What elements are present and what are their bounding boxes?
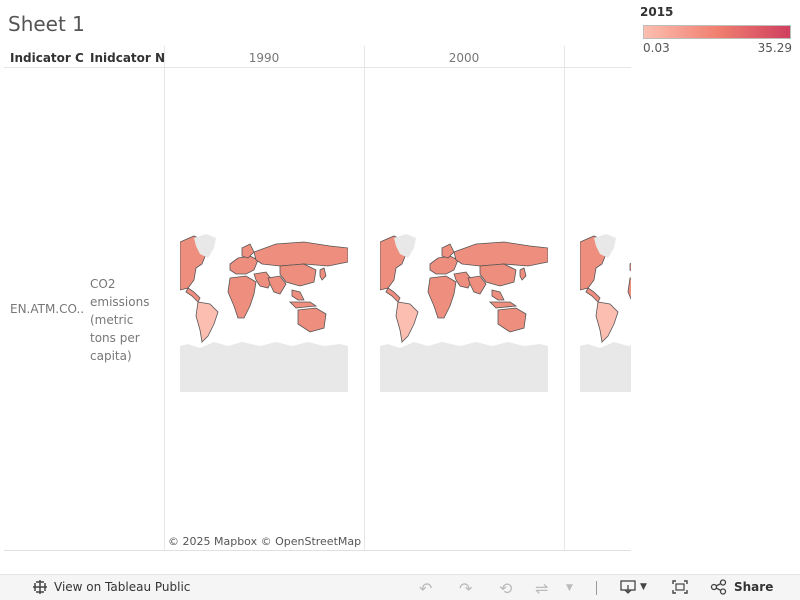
column-divider (164, 46, 165, 551)
map-region-russia[interactable] (453, 241, 548, 267)
map-region-russia[interactable] (253, 241, 348, 267)
map-region-south-america[interactable] (595, 301, 619, 343)
map-region-middle-east[interactable] (253, 271, 273, 289)
map-region-central-america[interactable] (585, 287, 601, 303)
world-map-1990[interactable] (180, 234, 348, 392)
header-divider (4, 67, 631, 68)
crosstab-grid: Indicator C.. Inidcator N.. 1990 2000 EN… (4, 46, 631, 551)
map-region-se-asia[interactable] (491, 289, 505, 301)
world-map-2000[interactable] (380, 234, 548, 392)
tableau-logo-icon (32, 579, 48, 595)
footer-divider (4, 550, 631, 551)
column-divider (564, 46, 565, 551)
legend-gradient-bar (643, 25, 791, 39)
map-region-africa[interactable] (627, 276, 631, 318)
revert-icon[interactable]: ⟲ (499, 579, 513, 598)
map-region-europe[interactable] (629, 256, 631, 274)
legend-range: 0.03 35.29 (640, 41, 792, 55)
map-region-china[interactable] (479, 263, 517, 287)
map-region-europe[interactable] (429, 255, 459, 275)
map-region-antarctica (580, 342, 631, 392)
refresh-icon[interactable]: ⇌ (535, 579, 549, 598)
color-legend: 2015 0.03 35.29 (640, 5, 792, 55)
map-region-antarctica (180, 342, 348, 392)
share-button[interactable]: Share (710, 579, 773, 595)
legend-min-label: 0.03 (643, 41, 670, 55)
view-on-tableau-label: View on Tableau Public (54, 580, 191, 594)
map-region-africa[interactable] (227, 275, 257, 319)
row-indicator-code[interactable]: EN.ATM.CO.. (10, 302, 85, 316)
year-header-2000[interactable]: 2000 (448, 51, 480, 65)
map-attribution[interactable]: © 2025 Mapbox © OpenStreetMap (168, 535, 362, 548)
map-region-greenland (394, 234, 416, 258)
map-region-scandinavia[interactable] (441, 243, 455, 259)
download-button[interactable]: ▼ (620, 579, 647, 595)
map-region-europe[interactable] (229, 255, 259, 275)
map-region-central-america[interactable] (185, 287, 201, 303)
share-icon (710, 579, 727, 595)
refresh-dropdown-icon[interactable]: ▼ (566, 583, 573, 593)
map-region-greenland (594, 234, 616, 258)
map-region-central-america[interactable] (385, 287, 401, 303)
legend-max-label: 35.29 (757, 41, 792, 55)
map-region-se-asia[interactable] (291, 289, 305, 301)
map-region-south-asia[interactable] (467, 275, 487, 295)
map-region-greenland (194, 234, 216, 258)
tableau-toolbar: View on Tableau Public ↶ ↷ ⟲ ⇌ ▼ ▼ Share (0, 574, 800, 600)
map-region-south-america[interactable] (395, 301, 419, 343)
column-header-indicator-name[interactable]: Inidcator N.. (90, 51, 164, 65)
view-on-tableau-public-button[interactable]: View on Tableau Public (32, 579, 190, 595)
map-region-indonesia[interactable] (289, 301, 318, 309)
map-region-japan[interactable] (519, 267, 527, 281)
map-region-japan[interactable] (319, 267, 327, 281)
map-region-scandinavia[interactable] (241, 243, 255, 259)
year-header-1990[interactable]: 1990 (248, 51, 280, 65)
map-region-china[interactable] (279, 263, 317, 287)
download-dropdown-icon: ▼ (640, 582, 647, 592)
share-label: Share (734, 580, 774, 594)
map-region-middle-east[interactable] (453, 271, 473, 289)
download-icon (620, 580, 636, 594)
world-map-partial[interactable] (580, 234, 631, 392)
map-region-south-america[interactable] (195, 301, 219, 343)
legend-title: 2015 (640, 5, 674, 19)
row-indicator-name[interactable]: CO2 emissions (metric tons per capita) (90, 277, 150, 363)
toolbar-separator (596, 581, 597, 595)
column-divider (364, 46, 365, 551)
map-region-australia[interactable] (297, 307, 327, 333)
undo-icon[interactable]: ↶ (419, 579, 433, 598)
map-region-africa[interactable] (427, 275, 457, 319)
column-header-indicator-code[interactable]: Indicator C.. (10, 51, 84, 65)
map-region-antarctica (380, 342, 548, 392)
redo-icon[interactable]: ↷ (459, 579, 473, 598)
sheet-title: Sheet 1 (8, 12, 85, 36)
map-region-australia[interactable] (497, 307, 527, 333)
map-region-south-asia[interactable] (267, 275, 287, 295)
map-region-indonesia[interactable] (489, 301, 518, 309)
fullscreen-button[interactable] (671, 579, 689, 595)
fullscreen-icon (672, 580, 688, 594)
